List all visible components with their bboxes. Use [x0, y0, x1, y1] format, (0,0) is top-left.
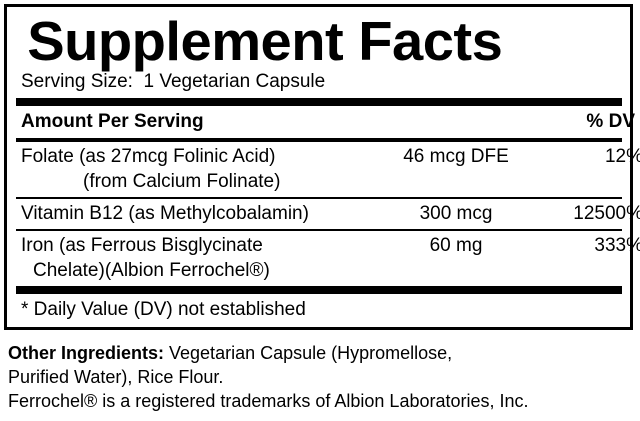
other-ingredients-line-2: Purified Water), Rice Flour. — [8, 367, 224, 387]
column-header-amount-spacer — [381, 106, 531, 138]
nutrient-dv-cell: 12% — [604, 146, 640, 167]
page-title: Supplement Facts — [27, 10, 503, 72]
facts-panel-inner: Supplement Facts Serving Size: 1 Vegetar… — [7, 7, 640, 327]
other-ingredients-heading: Other Ingredients: — [8, 343, 165, 363]
table-header-row: Amount Per Serving % DV — [15, 106, 640, 138]
nutrient-row-folate-table: Folate (as 27mcg Folinic Acid) (from Cal… — [15, 142, 640, 197]
divider-row-1 — [16, 197, 622, 199]
other-ingredients-line-1-rest: Vegetarian Capsule (Hypromellose, — [164, 343, 453, 363]
table-row: Vitamin B12 (as Methylcobalamin) 300 mcg… — [15, 199, 640, 229]
trademark-notice: Ferrochel® is a registered trademarks of… — [8, 391, 529, 411]
serving-size-text: Serving Size: 1 Vegetarian Capsule — [21, 71, 326, 92]
nutrient-amount-cell: 46 mcg DFE — [403, 146, 509, 167]
nutrient-name-cell: Folate (as 27mcg Folinic Acid) (from Cal… — [15, 142, 381, 197]
divider-below-header — [16, 138, 622, 142]
divider-thick-bottom — [16, 286, 622, 294]
column-header-amount-per-serving: Amount Per Serving — [21, 111, 204, 132]
nutrient-name-cell: Iron (as Ferrous Bisglycinate Chelate)(A… — [15, 231, 381, 286]
nutrient-name-line2: Chelate)(Albion Ferrochel®) — [33, 260, 270, 281]
nutrient-amount-cell: 60 mg — [429, 235, 483, 256]
facts-panel: Supplement Facts Serving Size: 1 Vegetar… — [4, 4, 640, 330]
nutrient-name-line2: (from Calcium Folinate) — [83, 171, 281, 192]
nutrient-name-cell: Vitamin B12 (as Methylcobalamin) — [15, 199, 381, 229]
column-header-percent-dv: % DV — [586, 111, 635, 132]
nutrient-dv-cell: 12500% — [573, 203, 640, 224]
nutrient-name-line1: Iron (as Ferrous Bisglycinate — [21, 235, 263, 256]
nutrient-dv-cell: 333% — [594, 235, 640, 256]
divider-thick-top — [16, 98, 622, 106]
nutrient-row-iron-table: Iron (as Ferrous Bisglycinate Chelate)(A… — [15, 231, 640, 286]
table-row: Iron (as Ferrous Bisglycinate Chelate)(A… — [15, 231, 640, 286]
divider-row-2 — [16, 229, 622, 231]
nutrition-table: Amount Per Serving % DV — [15, 106, 640, 138]
nutrient-row-b12-table: Vitamin B12 (as Methylcobalamin) 300 mcg… — [15, 199, 640, 229]
nutrient-name-line1: Folate (as 27mcg Folinic Acid) — [21, 146, 276, 167]
other-ingredients-block: Other Ingredients: Vegetarian Capsule (H… — [8, 341, 633, 413]
daily-value-footnote: * Daily Value (DV) not established — [21, 299, 306, 320]
nutrient-amount-cell: 300 mcg — [419, 203, 493, 224]
table-row: Folate (as 27mcg Folinic Acid) (from Cal… — [15, 142, 640, 197]
nutrient-name-line1: Vitamin B12 (as Methylcobalamin) — [21, 203, 309, 224]
other-ingredients-line-1: Other Ingredients: Vegetarian Capsule (H… — [8, 341, 633, 365]
